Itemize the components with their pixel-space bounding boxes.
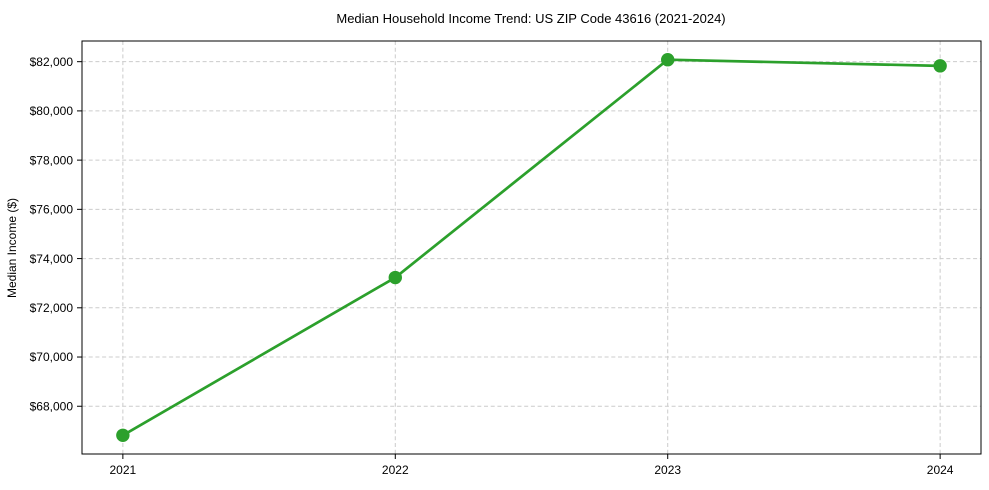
chart-title: Median Household Income Trend: US ZIP Co… bbox=[336, 11, 725, 26]
data-point-2022 bbox=[388, 270, 402, 285]
data-point-2021 bbox=[116, 428, 130, 442]
data-point-2023 bbox=[661, 53, 675, 67]
data-point-2024 bbox=[933, 59, 947, 73]
axis-layer: $68,000 $70,000 $72,000 $74,000 $76,000 $78,0… bbox=[30, 55, 954, 477]
x-tick-label: 2022 bbox=[382, 463, 409, 477]
y-tick-label: $74,000 bbox=[30, 252, 74, 266]
y-tick-label: $70,000 bbox=[30, 350, 74, 364]
x-tick-label: 2021 bbox=[110, 463, 137, 477]
y-axis-label: Median Income ($) bbox=[5, 198, 19, 298]
y-tick-label: $68,000 bbox=[30, 399, 74, 413]
x-tick-label: 2024 bbox=[927, 463, 954, 477]
y-tick-label: $78,000 bbox=[30, 153, 74, 167]
y-tick-label: $76,000 bbox=[30, 203, 74, 217]
grid-layer bbox=[82, 41, 981, 454]
series-layer bbox=[116, 53, 947, 442]
y-tick-label: $80,000 bbox=[30, 104, 74, 118]
y-tick-label: $72,000 bbox=[30, 301, 74, 315]
x-tick-label: 2023 bbox=[654, 463, 681, 477]
plot-border bbox=[81, 40, 982, 455]
trend-line bbox=[121, 58, 942, 437]
y-tick-label: $82,000 bbox=[30, 55, 74, 69]
